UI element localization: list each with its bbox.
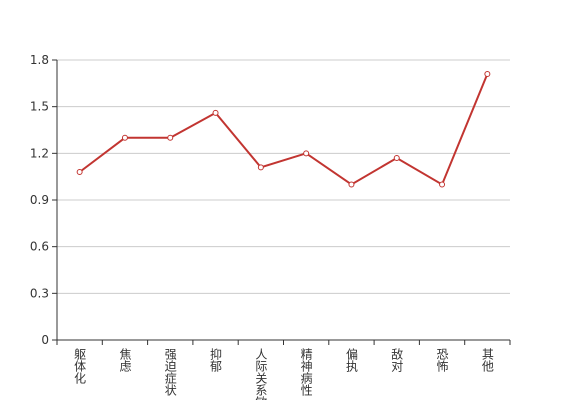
y-tick-label: 1.2 [30,146,49,160]
data-point [212,109,219,116]
x-tick-label: 精神病性 [299,348,313,397]
data-point [167,134,174,141]
x-tick-label: 强迫症状 [163,348,177,396]
y-tick-label: 0.3 [30,286,49,300]
x-tick-label: 抑郁 [209,347,223,373]
data-point [303,150,310,157]
x-tick-label: 其他 [480,348,494,372]
x-tick-label: 恐怖 [435,348,449,372]
data-point [348,181,355,188]
y-tick-label: 0.6 [30,240,49,254]
data-point [257,164,264,171]
x-tick-label: 敌对 [390,347,404,372]
data-point [121,134,128,141]
data-point [484,71,491,77]
y-tick-label: 1.8 [30,53,49,67]
y-tick-label: 0 [41,333,49,347]
x-tick-label: 躯体化 [73,347,87,385]
x-tick-label: 人际关系敏感 [254,348,268,400]
data-point [76,169,83,175]
x-tick-label: 焦虑 [118,348,132,372]
x-tick-label: 偏执 [344,347,358,373]
data-line [79,73,489,186]
y-tick-label: 0.9 [30,193,49,207]
y-tick-label: 1.5 [30,100,49,114]
data-point [393,155,400,161]
data-point [439,181,446,188]
